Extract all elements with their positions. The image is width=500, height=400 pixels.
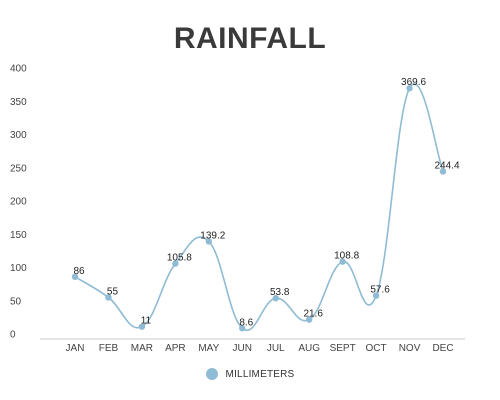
data-point-marker bbox=[305, 316, 313, 323]
x-tick-label: NOV bbox=[399, 343, 421, 354]
data-label: 55 bbox=[107, 286, 119, 297]
data-label: 11 bbox=[141, 316, 152, 327]
y-tick-label: 350 bbox=[10, 97, 27, 108]
data-label: 108.8 bbox=[334, 251, 359, 262]
data-point-marker bbox=[439, 168, 447, 175]
data-label: 53.8 bbox=[270, 287, 290, 298]
x-tick-label: OCT bbox=[366, 343, 387, 354]
y-tick-label: 400 bbox=[10, 64, 27, 75]
x-axis-ticks: JAN FEB MAR APR MAY JUN JUL AUG SEPT OCT NOV DEC bbox=[66, 343, 454, 354]
x-tick-label: DEC bbox=[432, 343, 453, 354]
x-tick-label: JAN bbox=[66, 343, 85, 354]
x-tick-label: SEPT bbox=[330, 343, 356, 354]
data-label: 57.6 bbox=[370, 285, 390, 296]
data-point-marker bbox=[105, 294, 112, 301]
series-markers bbox=[71, 85, 447, 332]
data-point-marker bbox=[71, 273, 79, 281]
data-label: 139.2 bbox=[200, 230, 225, 241]
data-label: 105.8 bbox=[167, 253, 192, 264]
x-tick-label: APR bbox=[165, 343, 186, 354]
legend-swatch-millimeters bbox=[205, 368, 218, 380]
data-labels: 86 55 11 105.8 139.2 8.6 53.8 21.6 108.8 57.6 369.… bbox=[73, 77, 460, 328]
legend-label-millimeters: MILLIMETERS bbox=[225, 368, 295, 380]
data-point-marker bbox=[138, 323, 146, 330]
data-label: 8.6 bbox=[239, 317, 253, 328]
y-axis-ticks: 0 50 100 150 200 250 300 350 400 bbox=[10, 64, 27, 341]
y-tick-label: 200 bbox=[10, 197, 27, 208]
chart-title: RAINFALL bbox=[173, 22, 327, 55]
x-tick-label: MAY bbox=[198, 343, 219, 354]
y-tick-label: 50 bbox=[10, 296, 22, 307]
data-label: 86 bbox=[73, 266, 85, 277]
data-point-marker bbox=[172, 260, 179, 267]
data-point-marker bbox=[339, 258, 346, 265]
data-label: 21.6 bbox=[303, 309, 323, 320]
y-tick-label: 150 bbox=[10, 230, 27, 241]
data-point-marker bbox=[272, 295, 279, 302]
data-point-marker bbox=[372, 292, 380, 299]
y-tick-label: 300 bbox=[10, 130, 27, 141]
x-tick-label: MAR bbox=[131, 343, 153, 354]
data-label: 244.4 bbox=[434, 160, 459, 171]
y-tick-label: 250 bbox=[10, 163, 27, 174]
y-tick-label: 100 bbox=[10, 263, 27, 274]
legend: MILLIMETERS bbox=[0, 368, 500, 380]
data-point-marker bbox=[205, 238, 213, 245]
data-point-marker bbox=[406, 85, 413, 92]
x-tick-label: JUL bbox=[267, 343, 285, 354]
data-label: 369.6 bbox=[401, 77, 426, 88]
x-tick-label: FEB bbox=[99, 343, 119, 354]
x-tick-label: AUG bbox=[298, 343, 320, 354]
x-tick-label: JUN bbox=[233, 343, 252, 354]
data-point-marker bbox=[239, 325, 246, 332]
y-tick-label: 0 bbox=[10, 330, 16, 341]
